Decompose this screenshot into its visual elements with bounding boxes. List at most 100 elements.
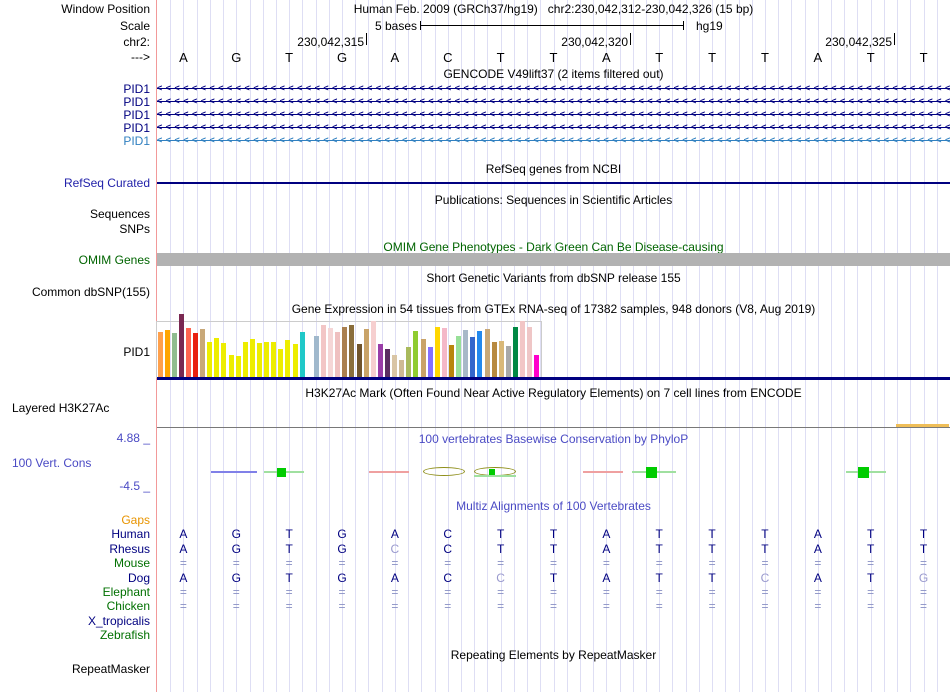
- gtex-bar[interactable]: [385, 349, 391, 377]
- gtex-bar[interactable]: [335, 332, 341, 377]
- gtex-bar[interactable]: [193, 333, 199, 377]
- gene-row[interactable]: <<<<<<<<<<<<<<<<<<<<<<<<<<<<<<<<<<<<<<<<…: [157, 134, 950, 146]
- gtex-bar[interactable]: [321, 325, 327, 377]
- gtex-bar[interactable]: [427, 347, 433, 377]
- species-label-gaps[interactable]: Gaps: [121, 513, 150, 527]
- sequences-label[interactable]: Sequences: [89, 207, 150, 221]
- alignment-base: T: [496, 541, 505, 556]
- gtex-bar[interactable]: [285, 340, 291, 377]
- gtex-bar[interactable]: [313, 336, 319, 377]
- species-label-zebrafish[interactable]: Zebrafish: [99, 628, 150, 643]
- species-label-dog[interactable]: Dog: [127, 570, 150, 585]
- gene-row[interactable]: <<<<<<<<<<<<<<<<<<<<<<<<<<<<<<<<<<<<<<<<…: [157, 108, 950, 120]
- gtex-bar[interactable]: [299, 332, 305, 377]
- gtex-bar[interactable]: [370, 321, 376, 377]
- conservation-label[interactable]: 100 Vert. Cons: [12, 456, 92, 470]
- alignment-base: =: [179, 599, 187, 614]
- gtex-bar[interactable]: [498, 341, 504, 377]
- repeatmasker-label[interactable]: RepeatMasker: [71, 662, 150, 676]
- gtex-bar[interactable]: [399, 360, 405, 377]
- gtex-bar[interactable]: [505, 346, 511, 377]
- h3k27ac-peak[interactable]: [896, 424, 949, 427]
- gtex-bar[interactable]: [185, 328, 191, 377]
- alignment-base: G: [231, 527, 241, 542]
- gridline: [183, 0, 185, 692]
- scale-bar-left-tick: [420, 21, 421, 30]
- gtex-bar[interactable]: [356, 344, 362, 377]
- gtex-bar[interactable]: [463, 330, 469, 377]
- gene-row[interactable]: <<<<<<<<<<<<<<<<<<<<<<<<<<<<<<<<<<<<<<<<…: [157, 82, 950, 94]
- conservation-mark[interactable]: [369, 471, 409, 473]
- alignment-base: =: [867, 599, 875, 614]
- gtex-bar[interactable]: [470, 337, 476, 377]
- gtex-bar[interactable]: [484, 329, 490, 377]
- gtex-bar[interactable]: [257, 343, 263, 377]
- species-label-x_tropicalis[interactable]: X_tropicalis: [87, 613, 150, 628]
- alignment-base: =: [391, 585, 399, 599]
- gtex-bar[interactable]: [242, 342, 248, 377]
- gtex-bar[interactable]: [342, 327, 348, 377]
- gene-label[interactable]: PID1: [123, 120, 150, 135]
- gtex-bar[interactable]: [349, 325, 355, 377]
- species-label-chicken[interactable]: Chicken: [106, 599, 150, 614]
- dbsnp-label[interactable]: Common dbSNP(155): [31, 285, 150, 299]
- species-label-human[interactable]: Human: [111, 527, 150, 542]
- refseq-gene-line[interactable]: [157, 182, 950, 184]
- gtex-bar[interactable]: [221, 343, 227, 377]
- gtex-bar[interactable]: [278, 349, 284, 377]
- gtex-bar[interactable]: [377, 344, 383, 377]
- gtex-bar[interactable]: [477, 331, 483, 377]
- refseq-curated-label[interactable]: RefSeq Curated: [63, 176, 150, 190]
- gtex-bar[interactable]: [264, 342, 270, 377]
- gtex-bar[interactable]: [164, 330, 170, 377]
- gtex-bar[interactable]: [420, 339, 426, 377]
- gtex-bar[interactable]: [363, 329, 369, 377]
- gtex-bar[interactable]: [214, 338, 220, 377]
- species-label-mouse[interactable]: Mouse: [113, 556, 150, 571]
- base-letter: A: [179, 50, 188, 65]
- gtex-bar[interactable]: [441, 328, 447, 377]
- alignment-base: =: [814, 585, 822, 599]
- gtex-bar[interactable]: [200, 329, 206, 377]
- gtex-bar[interactable]: [456, 336, 462, 377]
- conservation-mark[interactable]: [423, 467, 465, 476]
- gtex-bar[interactable]: [249, 339, 255, 377]
- snps-label[interactable]: SNPs: [119, 222, 150, 236]
- gtex-bar[interactable]: [207, 342, 213, 377]
- gtex-bar[interactable]: [228, 355, 234, 377]
- gene-label[interactable]: PID1: [123, 107, 150, 122]
- gtex-bar[interactable]: [513, 327, 518, 377]
- gene-label[interactable]: PID1: [123, 133, 150, 148]
- conservation-mark[interactable]: [583, 471, 623, 473]
- gtex-bar[interactable]: [328, 328, 334, 377]
- gtex-baseline: [157, 377, 950, 380]
- gtex-bar[interactable]: [434, 327, 440, 377]
- gtex-bar[interactable]: [171, 333, 177, 377]
- gtex-gene-label[interactable]: PID1: [123, 345, 150, 359]
- gtex-bar[interactable]: [235, 356, 241, 377]
- h3k27ac-label[interactable]: Layered H3K27Ac: [12, 401, 110, 415]
- gene-label[interactable]: PID1: [123, 81, 150, 96]
- alignment-base: T: [655, 541, 663, 556]
- species-label-rhesus[interactable]: Rhesus: [109, 541, 150, 556]
- gtex-bar[interactable]: [292, 344, 298, 377]
- gtex-bar[interactable]: [392, 355, 398, 377]
- gene-row[interactable]: <<<<<<<<<<<<<<<<<<<<<<<<<<<<<<<<<<<<<<<<…: [157, 121, 950, 133]
- gtex-bar[interactable]: [178, 314, 184, 377]
- species-label-elephant[interactable]: Elephant: [102, 585, 150, 599]
- gtex-bar[interactable]: [534, 355, 540, 377]
- gtex-bar[interactable]: [527, 327, 533, 377]
- gene-label[interactable]: PID1: [123, 94, 150, 109]
- omim-genes-label[interactable]: OMIM Genes: [78, 253, 150, 267]
- gtex-bar[interactable]: [406, 347, 412, 377]
- gridline: [923, 0, 925, 692]
- omim-gene-bar[interactable]: [157, 253, 950, 266]
- gene-row[interactable]: <<<<<<<<<<<<<<<<<<<<<<<<<<<<<<<<<<<<<<<<…: [157, 95, 950, 107]
- gtex-bar[interactable]: [413, 331, 419, 377]
- gtex-bar[interactable]: [520, 321, 526, 377]
- conservation-mark[interactable]: [211, 471, 257, 473]
- gtex-bar[interactable]: [157, 332, 163, 377]
- gtex-bar[interactable]: [271, 342, 277, 377]
- gtex-bar[interactable]: [491, 342, 497, 377]
- gtex-bar[interactable]: [449, 345, 454, 377]
